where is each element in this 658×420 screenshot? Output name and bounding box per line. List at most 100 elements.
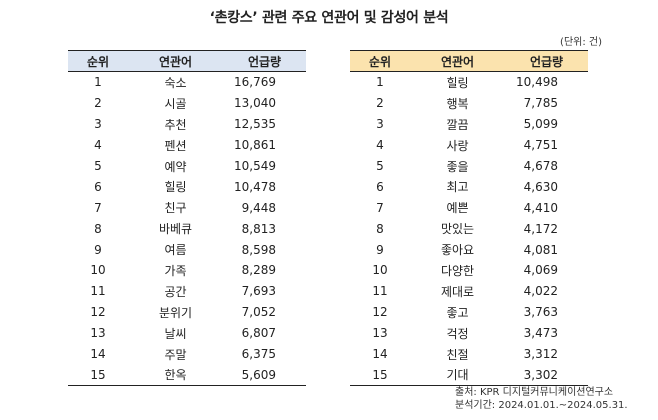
count-cell: 10,861 xyxy=(234,138,276,153)
period-line: 분석기간: 2024.01.01.~2024.05.31. xyxy=(455,400,628,411)
count-cell: 7,693 xyxy=(241,284,276,299)
table-row: 6 힐링 10,478 xyxy=(68,176,306,197)
count-cell: 4,069 xyxy=(523,263,558,278)
count-cell: 10,498 xyxy=(516,75,558,90)
word-cell: 가족 xyxy=(164,263,187,278)
table-row: 2 행복 7,785 xyxy=(350,93,588,114)
table-row: 1 힐링 10,498 xyxy=(350,72,588,93)
count-cell: 16,769 xyxy=(234,75,276,90)
source-line: 출처: KPR 디지털커뮤니케이션연구소 xyxy=(455,387,614,398)
rank-cell: 6 xyxy=(376,179,384,194)
count-cell: 4,630 xyxy=(523,179,558,194)
rank-cell: 14 xyxy=(372,347,388,362)
word-cell: 숙소 xyxy=(164,75,187,90)
rank-cell: 2 xyxy=(376,96,384,111)
source-note: 출처: KPR 디지털커뮤니케이션연구소 분석기간: 2024.01.01.~2… xyxy=(455,386,628,412)
table-row: 10 다양한 4,069 xyxy=(350,260,588,281)
rank-cell: 11 xyxy=(372,284,388,299)
rank-cell: 1 xyxy=(94,75,102,90)
rank-cell: 7 xyxy=(94,200,102,215)
rank-cell: 2 xyxy=(94,96,102,111)
rank-cell: 12 xyxy=(372,305,388,320)
count-cell: 8,813 xyxy=(241,221,276,236)
table-row: 7 친구 9,448 xyxy=(68,197,306,218)
word-cell: 행복 xyxy=(446,96,469,111)
table-row: 13 날씨 6,807 xyxy=(68,323,306,344)
rank-cell: 4 xyxy=(376,138,384,153)
rank-cell: 1 xyxy=(376,75,384,90)
word-cell: 힐링 xyxy=(164,180,187,195)
rank-cell: 10 xyxy=(90,263,106,278)
word-cell: 친구 xyxy=(164,201,187,216)
table-row: 14 친절 3,312 xyxy=(350,344,588,365)
table-row: 15 기대 3,302 xyxy=(350,364,588,387)
count-cell: 3,473 xyxy=(523,326,558,341)
word-cell: 걱정 xyxy=(446,326,469,341)
count-cell: 5,609 xyxy=(223,364,306,387)
rank-cell: 6 xyxy=(94,179,102,194)
table-row: 10 가족 8,289 xyxy=(68,260,306,281)
unit-label: (단위: 건) xyxy=(560,37,602,48)
table-row: 11 공간 7,693 xyxy=(68,281,306,302)
table-row: 7 예쁜 4,410 xyxy=(350,197,588,218)
table-row: 3 깔끔 5,099 xyxy=(350,114,588,135)
table-row: 3 추천 12,535 xyxy=(68,114,306,135)
word-cell: 사랑 xyxy=(446,138,469,153)
table-row: 12 분위기 7,052 xyxy=(68,302,306,323)
count-cell: 3,763 xyxy=(523,305,558,320)
count-cell: 4,022 xyxy=(523,284,558,299)
table-row: 5 좋을 4,678 xyxy=(350,156,588,177)
rank-cell: 11 xyxy=(90,284,106,299)
word-cell: 좋을 xyxy=(446,159,469,174)
page-title: ‘촌캉스’ 관련 주요 연관어 및 감성어 분석 xyxy=(209,10,449,26)
table-row: 8 맛있는 4,172 xyxy=(350,218,588,239)
word-cell: 펜션 xyxy=(164,138,187,153)
header-rank: 순위 xyxy=(350,50,410,72)
count-cell: 3,312 xyxy=(523,347,558,362)
count-cell: 5,099 xyxy=(523,117,558,132)
count-cell: 6,375 xyxy=(241,347,276,362)
rank-cell: 7 xyxy=(376,200,384,215)
table-row: 6 최고 4,630 xyxy=(350,176,588,197)
word-cell: 예약 xyxy=(164,159,187,174)
rank-cell: 9 xyxy=(376,242,384,257)
table-row: 4 사랑 4,751 xyxy=(350,135,588,156)
table-row: 9 여름 8,598 xyxy=(68,239,306,260)
table-row: 1 숙소 16,769 xyxy=(68,72,306,93)
word-cell: 친절 xyxy=(446,347,469,362)
rank-cell: 5 xyxy=(376,159,384,173)
rank-cell: 13 xyxy=(372,326,388,341)
word-cell: 공간 xyxy=(164,284,187,299)
rank-cell: 3 xyxy=(376,117,384,132)
word-cell: 좋고 xyxy=(446,305,469,320)
count-cell: 3,302 xyxy=(505,364,588,387)
table-row: 9 좋아요 4,081 xyxy=(350,239,588,260)
word-cell: 여름 xyxy=(164,243,187,258)
table-header-row: 순위 연관어 언급량 xyxy=(350,50,588,72)
count-cell: 12,535 xyxy=(234,117,276,132)
rank-cell: 9 xyxy=(94,242,102,257)
word-cell: 시골 xyxy=(164,96,187,111)
word-cell: 기대 xyxy=(410,364,505,387)
table-row: 13 걱정 3,473 xyxy=(350,323,588,344)
count-cell: 4,678 xyxy=(523,159,558,173)
header-count: 언급량 xyxy=(223,50,306,72)
count-cell: 7,785 xyxy=(523,96,558,111)
rank-cell: 15 xyxy=(350,364,410,387)
header-rank: 순위 xyxy=(68,50,128,72)
word-cell: 맛있는 xyxy=(440,222,475,237)
header-word: 연관어 xyxy=(128,50,223,72)
word-cell: 주말 xyxy=(164,347,187,362)
rank-cell: 15 xyxy=(68,364,128,387)
table-row: 11 제대로 4,022 xyxy=(350,281,588,302)
rank-cell: 8 xyxy=(94,221,102,236)
count-cell: 10,478 xyxy=(234,179,276,194)
count-cell: 6,807 xyxy=(241,326,276,341)
count-cell: 8,598 xyxy=(241,242,276,257)
count-cell: 7,052 xyxy=(241,305,276,320)
word-cell: 다양한 xyxy=(440,263,475,278)
rank-cell: 14 xyxy=(90,347,106,362)
count-cell: 8,289 xyxy=(241,263,276,278)
count-cell: 4,172 xyxy=(523,221,558,236)
count-cell: 4,081 xyxy=(523,242,558,257)
